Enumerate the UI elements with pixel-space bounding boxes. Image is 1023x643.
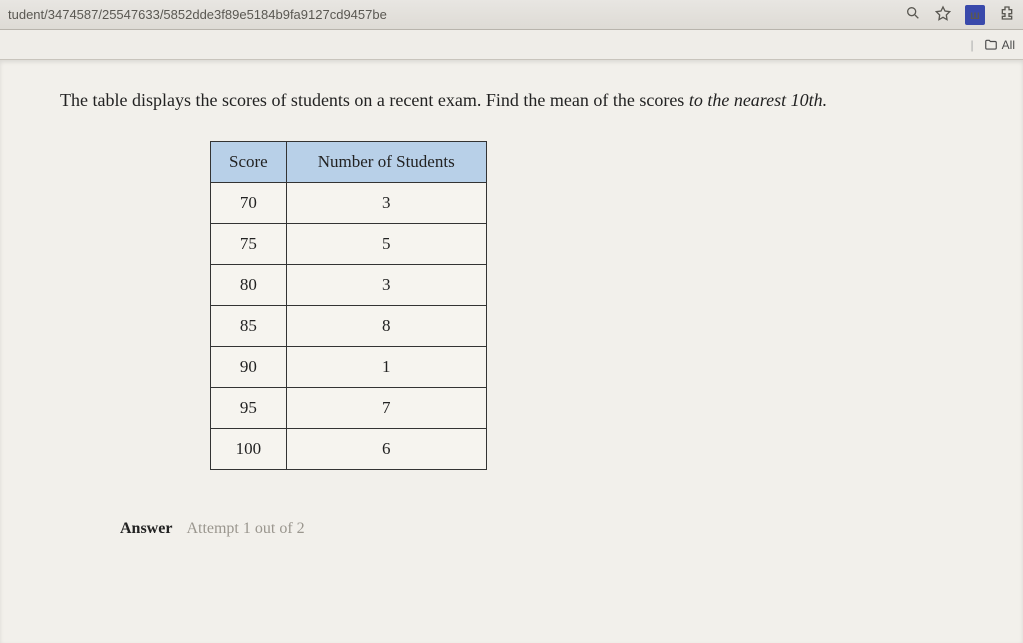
table-row: 957 xyxy=(211,388,487,429)
score-cell: 75 xyxy=(211,224,287,265)
count-cell: 5 xyxy=(286,224,486,265)
score-cell: 100 xyxy=(211,429,287,470)
table-row: 755 xyxy=(211,224,487,265)
score-cell: 80 xyxy=(211,265,287,306)
count-cell: 7 xyxy=(286,388,486,429)
question-text: The table displays the scores of student… xyxy=(60,88,995,113)
browser-address-bar: tudent/3474587/25547633/5852dde3f89e5184… xyxy=(0,0,1023,30)
question-area: The table displays the scores of student… xyxy=(0,60,1023,538)
score-cell: 70 xyxy=(211,183,287,224)
url-text: tudent/3474587/25547633/5852dde3f89e5184… xyxy=(8,7,905,22)
extension-badge-icon[interactable]: ш xyxy=(965,5,985,25)
table-row: 1006 xyxy=(211,429,487,470)
content-area: The table displays the scores of student… xyxy=(0,60,1023,643)
count-cell: 3 xyxy=(286,265,486,306)
score-cell: 85 xyxy=(211,306,287,347)
bookmark-bar: | All xyxy=(0,30,1023,60)
count-cell: 8 xyxy=(286,306,486,347)
extensions-icon[interactable] xyxy=(999,5,1015,24)
table-row: 858 xyxy=(211,306,487,347)
browser-icon-group: ш xyxy=(905,5,1015,25)
question-prefix: The table displays the scores of student… xyxy=(60,90,689,110)
table-header-row: Score Number of Students xyxy=(211,142,487,183)
answer-section: Answer Attempt 1 out of 2 xyxy=(120,520,995,538)
count-cell: 3 xyxy=(286,183,486,224)
separator: | xyxy=(971,38,974,52)
bookmark-star-icon[interactable] xyxy=(935,5,951,24)
col-header-count: Number of Students xyxy=(286,142,486,183)
folder-icon xyxy=(984,38,998,52)
scores-table: Score Number of Students 703755803858901… xyxy=(210,141,487,470)
attempt-text: Attempt 1 out of 2 xyxy=(186,520,304,537)
zoom-icon[interactable] xyxy=(905,5,921,24)
score-cell: 90 xyxy=(211,347,287,388)
count-cell: 6 xyxy=(286,429,486,470)
answer-label: Answer xyxy=(120,520,172,537)
col-header-score: Score xyxy=(211,142,287,183)
table-row: 901 xyxy=(211,347,487,388)
bookmark-folder-label: All xyxy=(1002,38,1015,52)
count-cell: 1 xyxy=(286,347,486,388)
table-row: 803 xyxy=(211,265,487,306)
score-cell: 95 xyxy=(211,388,287,429)
table-row: 703 xyxy=(211,183,487,224)
bookmark-folder-all[interactable]: All xyxy=(984,38,1015,52)
question-emphasis: to the nearest 10th. xyxy=(689,90,827,110)
